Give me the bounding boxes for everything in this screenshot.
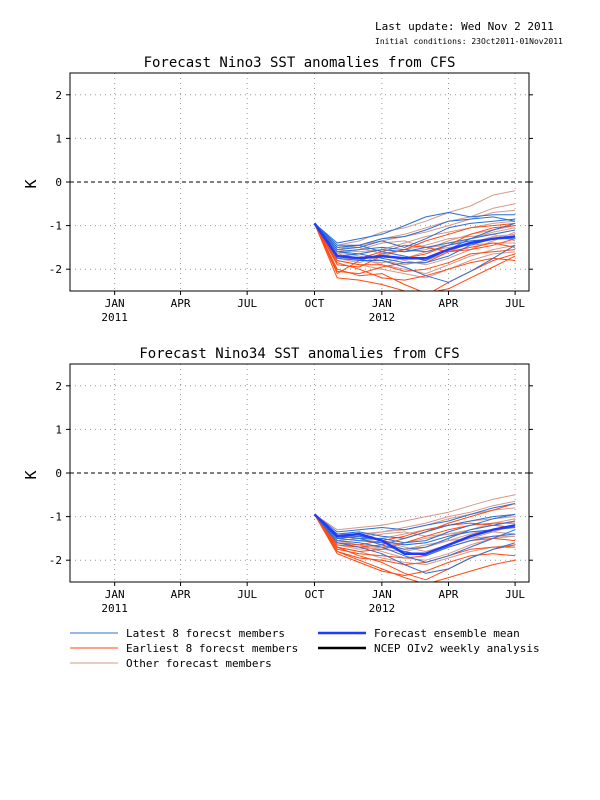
x-tick-label: JUL	[505, 297, 525, 310]
y-tick-label: -1	[49, 511, 62, 524]
x-tick-year-label: 2011	[101, 311, 128, 324]
legend-label: NCEP OIv2 weekly analysis	[374, 642, 540, 655]
y-tick-label: 1	[55, 132, 62, 145]
x-tick-label: APR	[171, 588, 191, 601]
x-tick-label: JAN	[105, 297, 125, 310]
series-line-latest-2	[314, 514, 516, 563]
series-line-earliest-14	[314, 222, 516, 275]
y-tick-label: 0	[55, 467, 62, 480]
y-tick-label: 2	[55, 89, 62, 102]
x-tick-label: APR	[439, 297, 459, 310]
series-line-latest-3	[314, 223, 516, 283]
series-line-latest-3	[314, 514, 516, 574]
y-tick-label: -2	[49, 554, 62, 567]
x-tick-label: APR	[171, 297, 191, 310]
legend-label: Forecast ensemble mean	[374, 627, 520, 640]
series-line-earliest-8	[314, 514, 516, 582]
x-tick-label: JAN	[372, 297, 392, 310]
series-line-latest-4	[314, 513, 516, 539]
series-line-latest-5	[314, 218, 516, 251]
chart-title: Forecast Nino34 SST anomalies from CFS	[139, 346, 459, 362]
series-line-latest-0	[314, 503, 516, 533]
series-line-earliest-13	[314, 514, 516, 576]
x-tick-label: JAN	[372, 588, 392, 601]
x-tick-year-label: 2011	[101, 602, 128, 615]
x-tick-label: JUL	[237, 588, 257, 601]
chart-panel-nino3: Forecast Nino3 SST anomalies from CFS 2 1 0…	[22, 55, 533, 324]
y-tick-label: 1	[55, 423, 62, 436]
series-line-mean-28	[313, 513, 516, 555]
y-axis-label: K	[22, 179, 40, 188]
chart-panel-nino34: Forecast Nino34 SST anomalies from CFS 2 1…	[22, 346, 533, 615]
series-line-earliest-9	[314, 223, 516, 291]
x-tick-label: APR	[439, 588, 459, 601]
initial-conditions-label: Initial conditions: 23Oct2011-01Nov2011	[375, 37, 563, 46]
series-line-mean-28	[313, 222, 516, 260]
y-axis-label: K	[22, 470, 40, 479]
last-update-label: Last update: Wed Nov 2 2011	[375, 20, 554, 33]
series-line-earliest-15	[314, 223, 516, 272]
series-line-latest-0	[314, 212, 516, 244]
series-group	[313, 494, 516, 582]
series-line-other-16	[314, 190, 516, 246]
chart-title: Forecast Nino3 SST anomalies from CFS	[144, 55, 456, 71]
series-line-other-16	[314, 494, 516, 531]
series-line-latest-2	[314, 223, 516, 255]
series-line-earliest-13	[314, 223, 516, 281]
y-tick-label: 0	[55, 176, 62, 189]
x-tick-label: OCT	[305, 297, 325, 310]
series-line-latest-5	[314, 514, 516, 550]
legend-label: Earliest 8 forecst members	[126, 642, 298, 655]
series-line-earliest-14	[314, 514, 516, 552]
series-line-earliest-15	[314, 514, 516, 566]
y-tick-label: 2	[55, 380, 62, 393]
series-line-earliest-11	[314, 514, 516, 559]
x-tick-label: JUL	[237, 297, 257, 310]
x-tick-year-label: 2012	[369, 311, 396, 324]
legend: Latest 8 forecst members Forecast ensembl…	[70, 627, 540, 670]
x-tick-label: OCT	[305, 588, 325, 601]
legend-label: Other forecast members	[126, 657, 272, 670]
x-tick-label: JUL	[505, 588, 525, 601]
series-line-other-24	[314, 223, 516, 255]
x-tick-label: JAN	[105, 588, 125, 601]
y-tick-label: -2	[49, 263, 62, 276]
series-group	[313, 190, 516, 291]
series-line-latest-1	[314, 216, 516, 248]
y-tick-label: -1	[49, 220, 62, 233]
legend-label: Latest 8 forecst members	[126, 627, 285, 640]
x-tick-year-label: 2012	[369, 602, 396, 615]
